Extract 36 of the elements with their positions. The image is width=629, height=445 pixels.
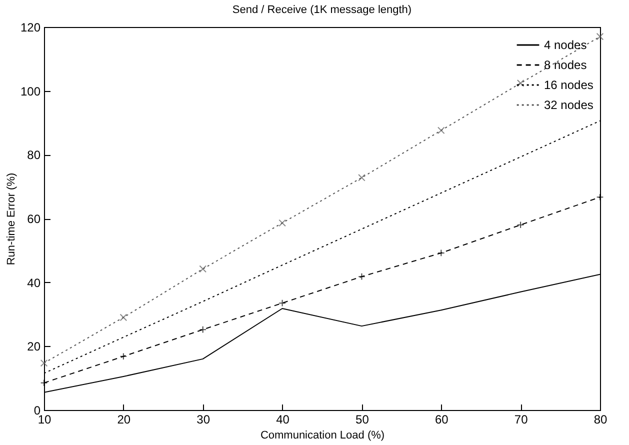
x-axis-title: Communication Load (%) [260, 430, 385, 442]
point [120, 352, 128, 360]
y-tick-label: 100 [20, 84, 41, 98]
x-tick-label: 80 [594, 412, 608, 426]
y-axis-title: Run-time Error (%) [5, 172, 18, 266]
legend-label: 4 nodes [544, 38, 587, 52]
point [516, 221, 524, 229]
y-tick-label: 20 [27, 340, 41, 354]
y-tick-label: 80 [27, 148, 41, 162]
point [596, 32, 604, 40]
x-tick-label: 20 [117, 412, 131, 426]
legend-label: 8 nodes [544, 58, 587, 72]
point [358, 174, 366, 182]
x-tick-label: 40 [276, 412, 290, 426]
point [278, 299, 286, 307]
point [358, 272, 366, 280]
x-tick-label: 50 [356, 412, 370, 426]
point [40, 379, 48, 387]
point [516, 80, 524, 87]
chart-title: Send / Receive (1K message length) [232, 4, 412, 16]
y-tick-label: 40 [27, 276, 41, 290]
legend-label: 32 nodes [544, 98, 594, 112]
point [278, 219, 286, 227]
x-tick-label: 60 [434, 412, 449, 426]
x-tick-label: 70 [514, 412, 528, 426]
y-tick-label: 120 [20, 20, 41, 34]
point [437, 126, 445, 134]
point [199, 265, 207, 273]
y-tick-label: 60 [27, 212, 41, 226]
point [120, 314, 128, 322]
point [199, 326, 207, 334]
x-tick-label: 30 [196, 412, 210, 426]
point [596, 193, 604, 201]
legend-label: 16 nodes [544, 78, 594, 92]
point [40, 359, 48, 367]
point [437, 249, 445, 257]
